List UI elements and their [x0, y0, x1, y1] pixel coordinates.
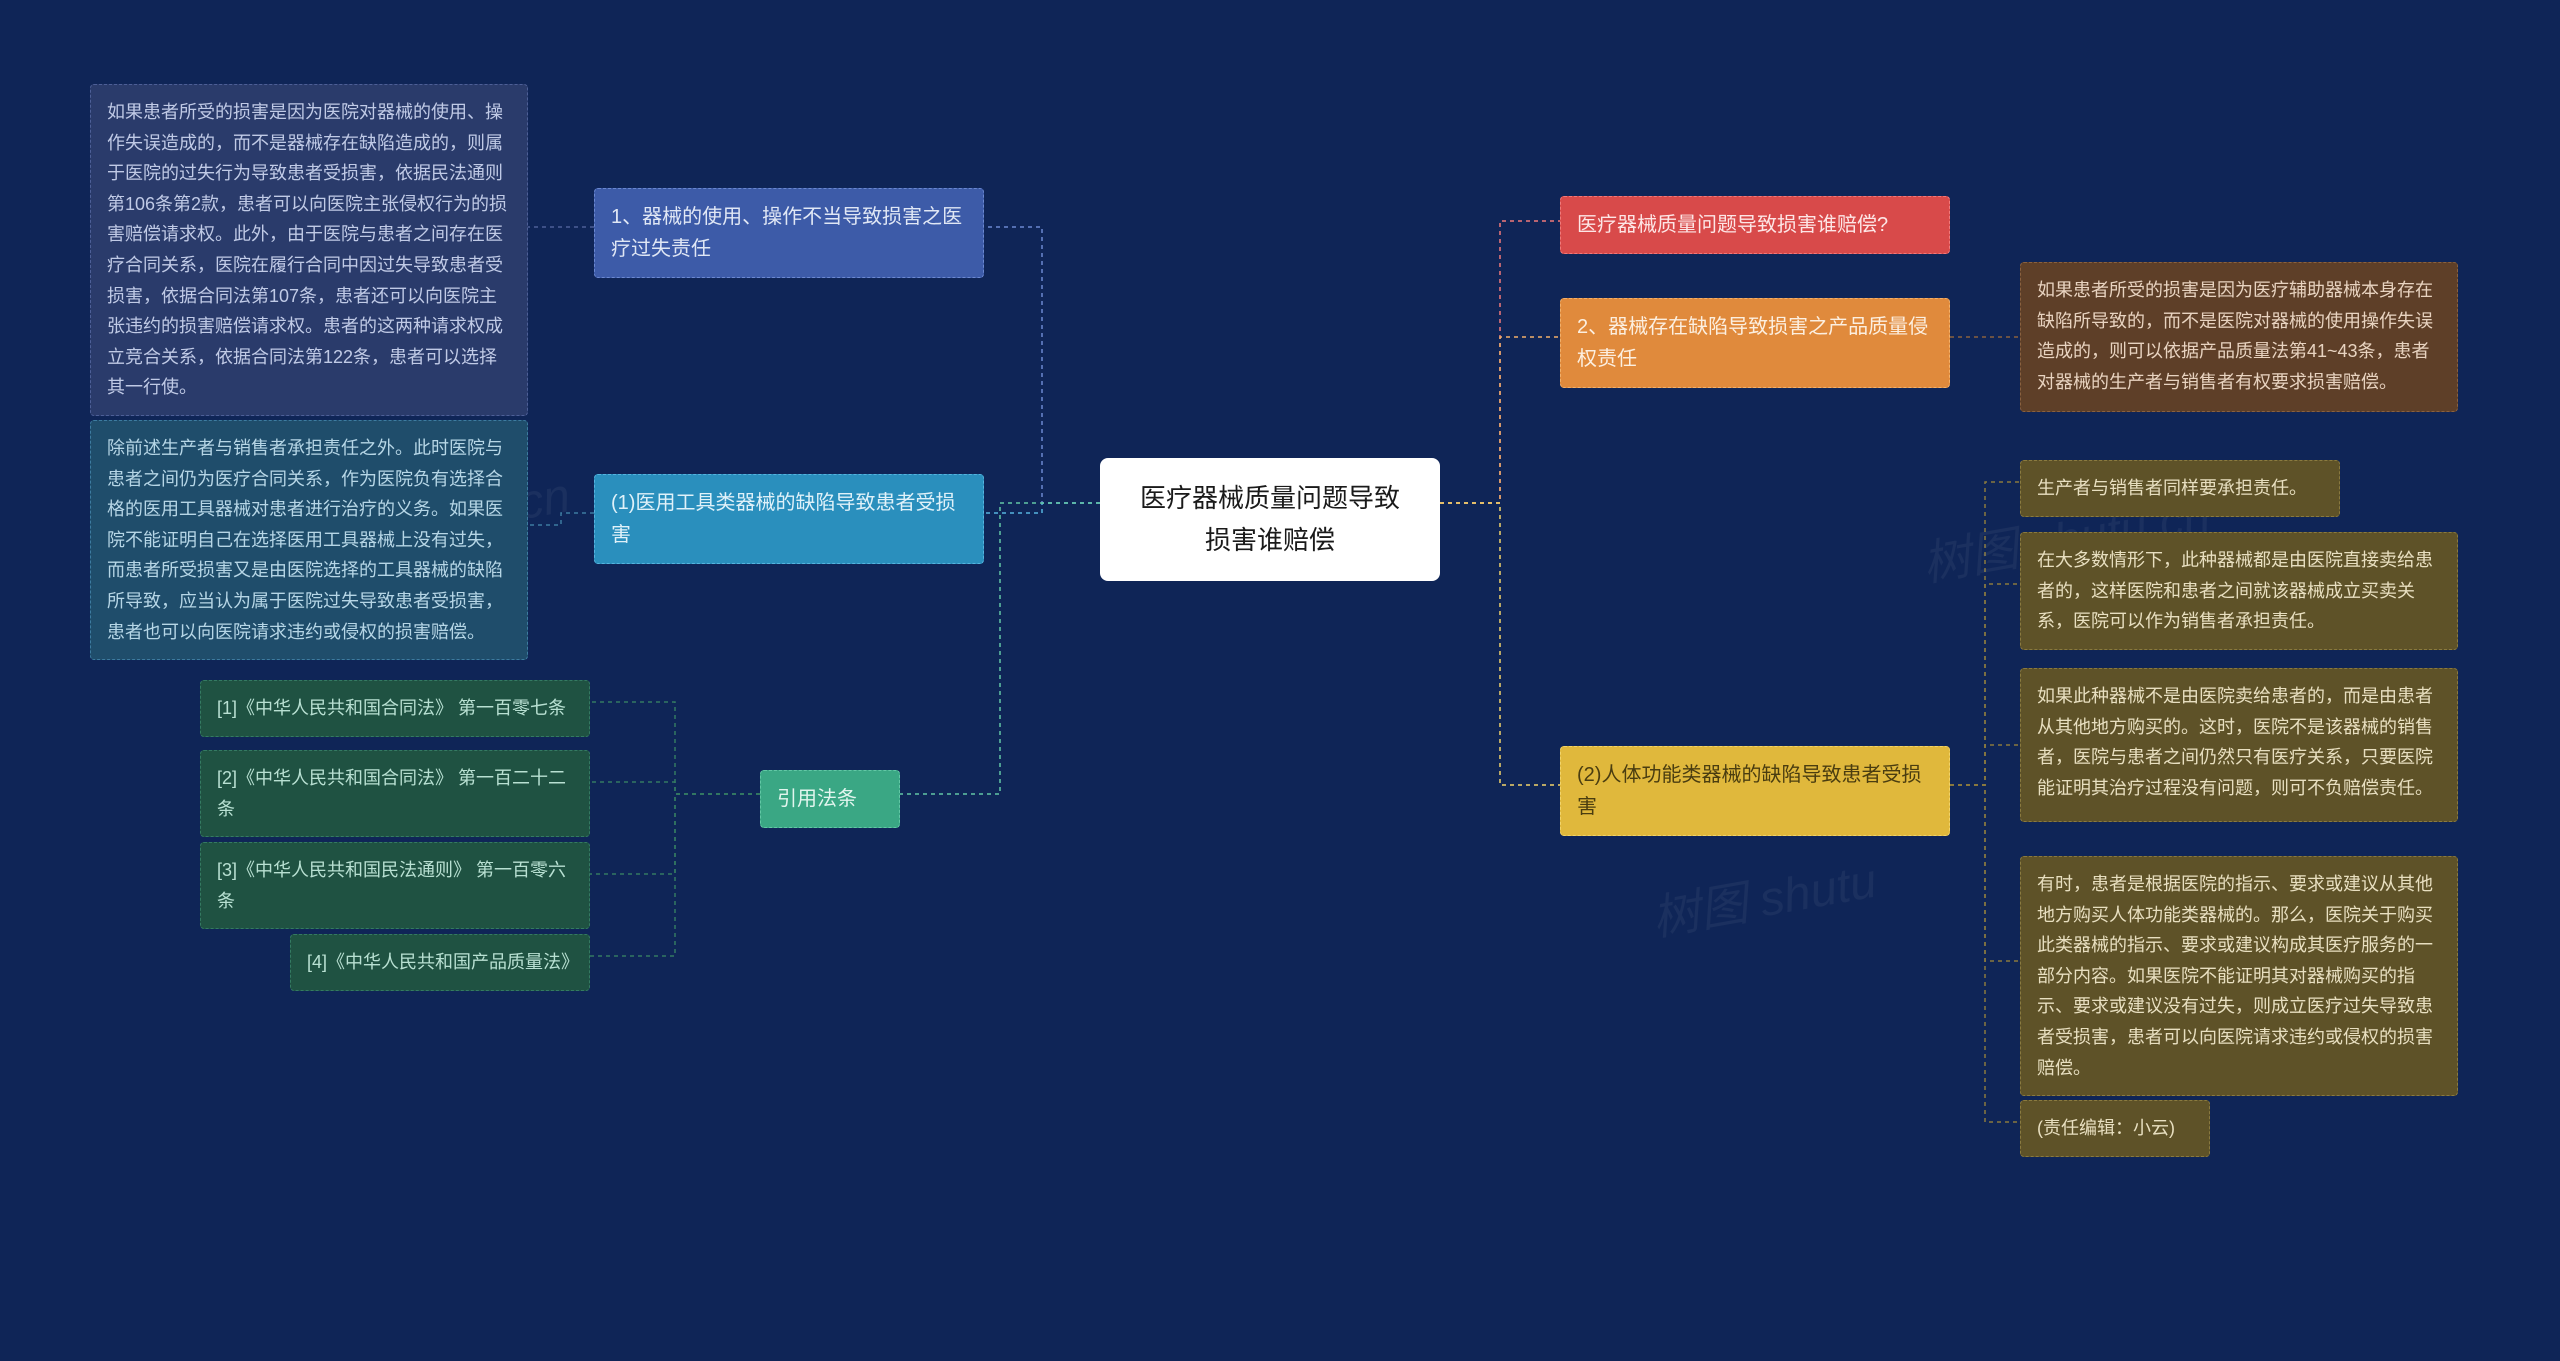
left-detail-node-1[interactable]: 除前述生产者与销售者承担责任之外。此时医院与患者之间仍为医疗合同关系，作为医院负… — [90, 420, 528, 660]
left-detail-node-5[interactable]: [4]《中华人民共和国产品质量法》 — [290, 934, 590, 991]
right-detail-node-1[interactable]: 生产者与销售者同样要承担责任。 — [2020, 460, 2340, 517]
left-detail-node-4[interactable]: [3]《中华人民共和国民法通则》 第一百零六条 — [200, 842, 590, 929]
right-branch-node-0[interactable]: 医疗器械质量问题导致损害谁赔偿? — [1560, 196, 1950, 254]
right-detail-node-5[interactable]: (责任编辑：小云) — [2020, 1100, 2210, 1157]
right-branch-node-2[interactable]: (2)人体功能类器械的缺陷导致患者受损害 — [1560, 746, 1950, 836]
right-detail-node-0[interactable]: 如果患者所受的损害是因为医疗辅助器械本身存在缺陷所导致的，而不是医院对器械的使用… — [2020, 262, 2458, 412]
watermark-text: 树图 shutu — [1646, 841, 1881, 949]
right-detail-node-2[interactable]: 在大多数情形下，此种器械都是由医院直接卖给患者的，这样医院和患者之间就该器械成立… — [2020, 532, 2458, 650]
left-detail-node-3[interactable]: [2]《中华人民共和国合同法》 第一百二十二条 — [200, 750, 590, 837]
right-detail-node-3[interactable]: 如果此种器械不是由医院卖给患者的，而是由患者从其他地方购买的。这时，医院不是该器… — [2020, 668, 2458, 822]
left-detail-node-2[interactable]: [1]《中华人民共和国合同法》 第一百零七条 — [200, 680, 590, 737]
left-branch-node-1[interactable]: (1)医用工具类器械的缺陷导致患者受损害 — [594, 474, 984, 564]
left-branch-node-2[interactable]: 引用法条 — [760, 770, 900, 828]
left-branch-node-0[interactable]: 1、器械的使用、操作不当导致损害之医疗过失责任 — [594, 188, 984, 278]
center-node[interactable]: 医疗器械质量问题导致损害谁赔偿 — [1100, 458, 1440, 581]
right-detail-node-4[interactable]: 有时，患者是根据医院的指示、要求或建议从其他地方购买人体功能类器械的。那么，医院… — [2020, 856, 2458, 1096]
right-branch-node-1[interactable]: 2、器械存在缺陷导致损害之产品质量侵权责任 — [1560, 298, 1950, 388]
left-detail-node-0[interactable]: 如果患者所受的损害是因为医院对器械的使用、操作失误造成的，而不是器械存在缺陷造成… — [90, 84, 528, 416]
